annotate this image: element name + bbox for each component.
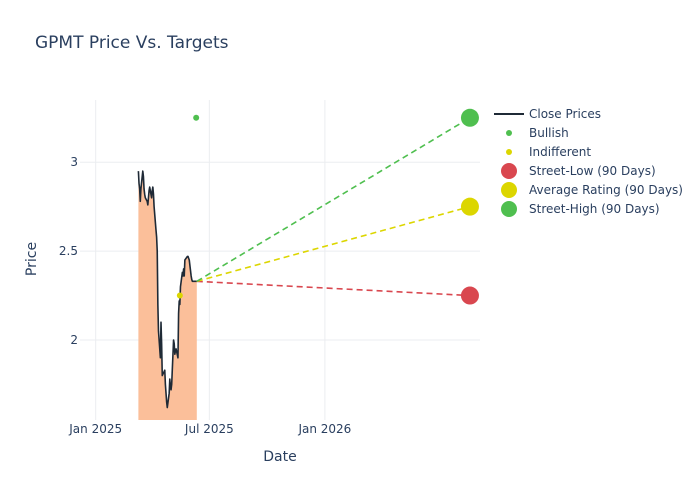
y-tick-label-0: 2 [70,333,78,347]
legend: Close Prices Bullish Indifferent Street-Low… [494,107,683,217]
legend-label-indifferent: Indifferent [529,145,591,159]
x-tick-label-0: Jan 2025 [68,422,122,436]
average-rating-90-days-target-point [460,197,479,216]
street-high-90-days-target-point [460,108,479,127]
grid [80,100,480,420]
street-low-90-days-target-point [460,286,479,305]
y-tick-label-1: 2.5 [59,244,78,258]
close-price-line [137,170,197,409]
legend-swatch-average-rating-90-days [501,182,517,198]
legend-label-bullish: Bullish [529,126,569,140]
legend-swatch-street-low-90-days [501,163,517,179]
chart-title: GPMT Price Vs. Targets [35,33,229,53]
legend-swatch-bullish [506,130,512,136]
series-lines [137,117,471,409]
street-low-90-days-line [196,280,470,297]
axis-ticks: Jan 2025 Jul 2025 Jan 2026 2 2.5 3 [59,155,351,436]
x-tick-label-2: Jan 2026 [297,422,351,436]
legend-swatch-street-high-90-days [501,201,517,217]
legend-swatch-indifferent [506,149,512,155]
x-tick-label-1: Jul 2025 [184,422,234,436]
y-tick-label-2: 3 [70,155,78,169]
average-rating-90-days-line [196,205,471,283]
close-price-fill [138,171,197,420]
y-axis-title: Price [24,242,40,276]
legend-label-average-rating-90-days: Average Rating (90 Days) [529,183,683,197]
legend-label-street-high-90-days: Street-High (90 Days) [529,202,660,216]
indifferent-point-0 [176,292,183,299]
close-price-area [138,171,197,420]
legend-label-street-low-90-days: Street-Low (90 Days) [529,164,656,178]
series-markers [176,108,479,305]
x-axis-title: Date [263,449,296,465]
bullish-point-0 [193,114,200,121]
legend-label-close-prices: Close Prices [529,107,601,121]
street-high-90-days-line [196,117,471,283]
